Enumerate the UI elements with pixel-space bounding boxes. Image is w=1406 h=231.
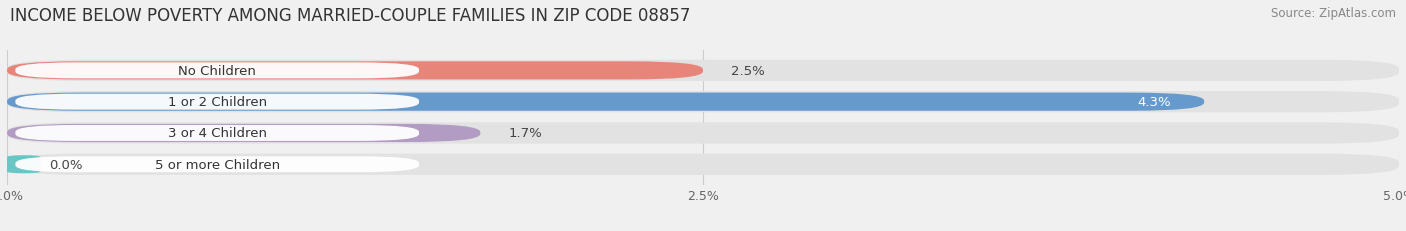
- FancyBboxPatch shape: [7, 92, 1399, 113]
- Text: No Children: No Children: [179, 65, 256, 78]
- FancyBboxPatch shape: [15, 94, 419, 110]
- FancyBboxPatch shape: [15, 63, 419, 79]
- FancyBboxPatch shape: [7, 93, 1204, 111]
- Text: 5 or more Children: 5 or more Children: [155, 158, 280, 171]
- FancyBboxPatch shape: [7, 155, 41, 173]
- FancyBboxPatch shape: [15, 125, 419, 141]
- Text: 4.3%: 4.3%: [1137, 96, 1171, 109]
- Text: 0.0%: 0.0%: [49, 158, 83, 171]
- FancyBboxPatch shape: [7, 154, 1399, 175]
- Text: 1 or 2 Children: 1 or 2 Children: [167, 96, 267, 109]
- FancyBboxPatch shape: [7, 124, 481, 143]
- FancyBboxPatch shape: [15, 157, 419, 173]
- Text: 1.7%: 1.7%: [508, 127, 541, 140]
- FancyBboxPatch shape: [7, 123, 1399, 144]
- Text: Source: ZipAtlas.com: Source: ZipAtlas.com: [1271, 7, 1396, 20]
- Text: INCOME BELOW POVERTY AMONG MARRIED-COUPLE FAMILIES IN ZIP CODE 08857: INCOME BELOW POVERTY AMONG MARRIED-COUPL…: [10, 7, 690, 25]
- FancyBboxPatch shape: [7, 61, 1399, 82]
- Text: 2.5%: 2.5%: [731, 65, 765, 78]
- Text: 3 or 4 Children: 3 or 4 Children: [167, 127, 267, 140]
- FancyBboxPatch shape: [7, 62, 703, 80]
